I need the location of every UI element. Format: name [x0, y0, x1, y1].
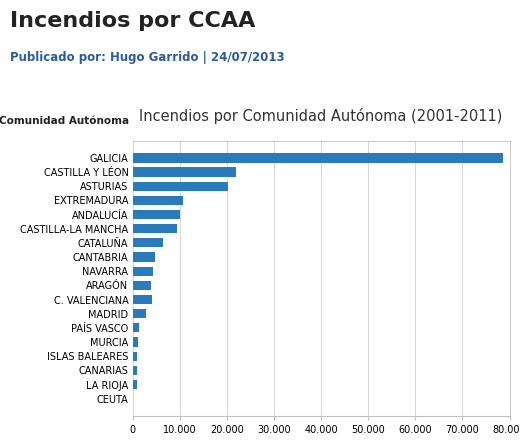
Bar	[133, 380, 137, 389]
Text: Comunidad Autónoma: Comunidad Autónoma	[0, 116, 129, 126]
Bar	[133, 238, 163, 247]
Bar	[133, 267, 153, 276]
Bar	[133, 309, 146, 318]
Bar	[133, 323, 139, 333]
Bar	[133, 253, 155, 262]
Title: Incendios por Comunidad Autónoma (2001-2011): Incendios por Comunidad Autónoma (2001-2…	[139, 108, 503, 125]
Bar	[133, 295, 152, 304]
Bar	[133, 281, 151, 290]
Bar	[133, 196, 184, 205]
Bar	[133, 153, 502, 162]
Text: Incendios por CCAA: Incendios por CCAA	[10, 11, 256, 31]
Bar	[133, 366, 137, 375]
Bar	[133, 210, 180, 219]
Bar	[133, 182, 228, 191]
Text: Publicado por: Hugo Garrido | 24/07/2013: Publicado por: Hugo Garrido | 24/07/2013	[10, 51, 285, 64]
Bar	[133, 168, 236, 177]
Bar	[133, 224, 177, 233]
Bar	[133, 352, 137, 361]
Bar	[133, 337, 138, 347]
